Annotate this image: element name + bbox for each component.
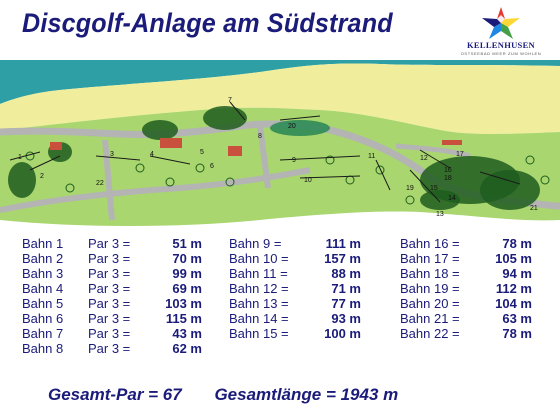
hole-number: 2 — [40, 173, 44, 180]
hole-number: 11 — [368, 153, 375, 160]
hole-par: Par 3 = — [88, 266, 131, 281]
hole-number: 22 — [96, 180, 104, 187]
page-title: Discgolf-Anlage am Südstrand — [22, 8, 393, 38]
hole-label: Bahn 1 — [22, 236, 64, 251]
hole-length: 94 m — [502, 266, 532, 281]
hole-length: 69 m — [172, 281, 202, 296]
hole-number: 17 — [456, 151, 464, 158]
hole-par: Par 3 = — [88, 311, 131, 326]
hole-label: Bahn 8 — [22, 341, 64, 356]
hole-length: 78 m — [502, 236, 532, 251]
hole-list: Bahn 1 Par 3 = 51 m Bahn 2 Par 3 = 70 m … — [0, 236, 560, 386]
hole-number: 13 — [436, 211, 444, 218]
hole-length: 103 m — [165, 296, 202, 311]
course-map: 1 2 3 4 5 6 7 8 9 10 11 12 13 14 15 16 1… — [0, 60, 560, 230]
fairways — [9, 101, 521, 203]
hole-number: 19 — [406, 185, 414, 192]
hole-length: 115 m — [165, 311, 202, 326]
hole-label: Bahn 17 = — [400, 251, 460, 266]
hole-length: 78 m — [502, 326, 532, 341]
hole-number: 20 — [288, 123, 296, 130]
hole-length: 70 m — [172, 251, 202, 266]
hole-par: Par 3 = — [88, 236, 131, 251]
hole-length: 71 m — [331, 281, 361, 296]
hole-length: 88 m — [331, 266, 361, 281]
hole-length: 104 m — [495, 296, 532, 311]
hole-par: Par 3 = — [88, 281, 131, 296]
hole-par: Par 3 = — [88, 296, 131, 311]
hole-length: 43 m — [172, 326, 202, 341]
hole-length: 100 m — [324, 326, 361, 341]
hole-number: 1 — [18, 154, 22, 161]
hole-length: 111 m — [325, 236, 361, 251]
hole-label: Bahn 5 — [22, 296, 64, 311]
hole-label: Bahn 21 = — [400, 311, 460, 326]
hole-label: Bahn 12 = — [229, 281, 289, 296]
hole-label: Bahn 14 = — [229, 311, 289, 326]
hole-label: Bahn 9 = — [229, 236, 282, 251]
hole-label: Bahn 20 = — [400, 296, 460, 311]
totals: Gesamt-Par = 67 Gesamtlänge = 1943 m — [48, 385, 426, 405]
hole-length: 62 m — [172, 341, 202, 356]
woods — [8, 106, 540, 210]
hole-label: Bahn 11 = — [229, 266, 288, 281]
hole-label: Bahn 4 — [22, 281, 64, 296]
hole-label: Bahn 7 — [22, 326, 64, 341]
hole-label: Bahn 10 = — [229, 251, 289, 266]
hole-label: Bahn 19 = — [400, 281, 460, 296]
tree-dots — [25, 151, 550, 205]
hole-number: 9 — [292, 157, 296, 164]
hole-number: 4 — [150, 151, 154, 158]
hole-label: Bahn 18 = — [400, 266, 460, 281]
grass — [0, 107, 560, 230]
hole-numbers: 1 2 3 4 5 6 7 8 9 10 11 12 13 14 15 16 1… — [18, 97, 538, 218]
hole-length: 93 m — [331, 311, 361, 326]
hole-label: Bahn 22 = — [400, 326, 460, 341]
hole-length: 99 m — [172, 266, 202, 281]
total-par: Gesamt-Par = 67 — [48, 385, 182, 404]
hole-length: 51 m — [172, 236, 202, 251]
hole-par: Par 3 = — [88, 341, 131, 356]
hole-par: Par 3 = — [88, 251, 131, 266]
hole-number: 7 — [228, 97, 232, 104]
hole-number: 18 — [444, 175, 452, 182]
hole-number: 12 — [420, 155, 428, 162]
hole-label: Bahn 13 = — [229, 296, 289, 311]
hole-number: 8 — [258, 133, 262, 140]
hole-label: Bahn 6 — [22, 311, 64, 326]
logo-name: KELLENHUSEN — [466, 40, 535, 50]
hole-label: Bahn 15 = — [229, 326, 289, 341]
hole-label: Bahn 2 — [22, 251, 64, 266]
sea — [0, 60, 560, 104]
hole-length: 105 m — [495, 251, 532, 266]
hole-number: 16 — [444, 167, 452, 174]
hole-length: 77 m — [331, 296, 361, 311]
hole-number: 15 — [430, 185, 438, 192]
kellenhusen-logo: KELLENHUSEN OSTSEEBAD MEER ZUM WOHLEN — [458, 6, 544, 58]
hole-label: Bahn 3 — [22, 266, 64, 281]
hole-number: 5 — [200, 149, 204, 156]
logo-tagline: OSTSEEBAD MEER ZUM WOHLEN — [460, 51, 542, 56]
beach — [0, 63, 560, 135]
star-logo-icon — [482, 7, 520, 39]
hole-number: 21 — [530, 205, 538, 212]
hole-length: 63 m — [502, 311, 532, 326]
hole-par: Par 3 = — [88, 326, 131, 341]
hole-number: 10 — [304, 177, 312, 184]
hole-length: 112 m — [495, 281, 532, 296]
hole-number: 3 — [110, 151, 114, 158]
buildings — [50, 138, 462, 156]
hole-number: 6 — [210, 163, 214, 170]
total-length: Gesamtlänge = 1943 m — [214, 385, 399, 404]
hole-number: 14 — [448, 195, 456, 202]
hole-length: 157 m — [324, 251, 361, 266]
hole-label: Bahn 16 = — [400, 236, 460, 251]
